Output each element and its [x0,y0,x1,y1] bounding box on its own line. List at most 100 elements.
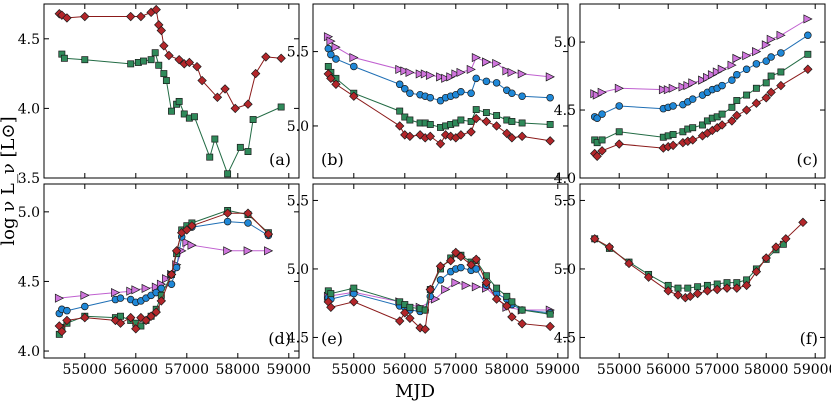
panel-a-red-point [220,84,230,94]
panel-f-xtick-label: 56000 [646,362,691,378]
panel-b-violet-point [545,72,555,82]
panel-b-blue-point [332,55,340,63]
panel-d-violet-point [141,283,151,293]
panel-e-red-point [405,313,415,323]
panel-f-ytick-label: 5.5 [554,193,576,209]
panel-a-red-point [212,92,223,102]
panel-f-series-green-line [594,238,784,289]
panel-c-green-point [669,131,677,138]
panel-f-frame [579,183,826,359]
panel-e-xtick-label: 56000 [383,362,428,378]
panel-a-red-point [136,11,146,22]
panel-c-green-point [804,50,812,58]
panel-a-ytick-label: 4.5 [18,32,40,48]
panel-b-blue-point [482,77,491,86]
panel-b-red-point [405,131,415,142]
panel-b-red-point [491,121,502,131]
panel-a-red-point [276,53,286,63]
panel-d-red-point [243,208,253,218]
panel-e-blue-point [436,276,445,284]
panel-e-green-point [406,303,414,311]
panel-c-blue-point [762,57,770,65]
panel-e-red-point [451,247,461,258]
panel-c-violet-point [668,83,678,93]
panel-c-violet-point [663,85,673,95]
panel-d-blue-point [116,294,125,302]
panel-e-green-point [503,292,511,300]
panel-a-red-point [80,11,90,22]
panel-a-red-point [159,41,169,51]
panel-d-ytick-label: 4.5 [18,274,40,290]
panel-d-red-point [171,246,182,256]
panel-c-green-point [728,103,736,111]
panel-e-xtick-label: 55000 [332,362,377,378]
panel-f-red-point [712,284,722,295]
panel-d-blue-point [244,219,252,227]
panel-f-marks [590,217,808,303]
panel-d-red-point [182,225,192,235]
panel-c-ytick-label: 4.0 [554,171,576,187]
panel-a-green-point [140,57,147,65]
panel-c-red-point [727,116,737,126]
panel-b-blue-point [546,93,554,102]
panel-b-violet-point [466,64,476,75]
panel-c-violet-point [678,82,688,92]
panel-c-label: (c) [797,150,818,169]
panel-b-blue-point [472,74,480,83]
panel-c-red-point [776,80,786,91]
panel-e-green-point [508,298,516,306]
panel-b-violet-point [395,64,405,75]
panel-b-green-point [493,112,501,119]
panel-e-red-point [425,284,435,295]
panel-c-blue-point [728,76,736,84]
panel-d-violet-point [243,246,253,256]
panel-c-violet-point [776,30,786,40]
panel-f-red-point [741,280,752,291]
panel-f-xtick-label: 58000 [744,362,789,378]
panel-a-red-point [62,13,72,23]
panel-b-blue-point [350,62,358,71]
panel-e-red-point [395,316,405,326]
panel-b-violet-point [415,69,425,79]
panel-e-red-point [507,312,517,322]
panel-e-red-point [400,308,410,318]
panel-c-violet-point [727,60,737,70]
panel-b-red-point [425,131,435,142]
panel-c-green-point [777,68,785,76]
panel-a-green-point [191,113,198,121]
panel-c-violet-point [688,78,698,88]
panel-c-green-point [762,79,770,87]
panel-f-red-point [761,253,771,263]
panel-d-series-green-line [58,209,269,335]
panel-b-red-point [456,130,466,140]
panel-a-red-point [197,75,207,86]
panel-b-frame [312,3,569,179]
panel-c-series-blue-line [594,34,809,119]
panel-a-green-point [175,97,183,105]
panel-d-green-point [137,322,145,330]
panel-c-blue-point [669,102,677,110]
panel-c-red-point [766,87,776,98]
panel-f-ytick-label: 5.0 [554,262,576,278]
panel-a-series-red-line [59,8,282,110]
panel-d-red-point [187,221,197,231]
panel-c-green-point [767,72,775,80]
panel-f-red-point [590,234,600,244]
panel-c-red-point [688,135,698,145]
panel-e-xticks: 55000 56000 57000 58000 59000 [332,184,581,378]
panel-d-red-point [263,229,274,239]
panel-b-blue-point [508,89,516,97]
panel-e-xtick-label: 59000 [536,362,581,378]
panel-e-red-point [502,301,512,311]
panel-c-violet-point [712,67,722,77]
panel-b-green-point [406,116,414,124]
panel-b-green-point [472,106,480,114]
panel-c-violet-point [707,70,718,80]
panel-c-blue-point [688,95,697,103]
panel-f-red-point [643,272,654,282]
panel-f-ytick-label: 4.5 [554,330,576,346]
panel-c-violet-point [597,87,607,97]
panel-f-red-point [732,283,742,293]
panel-f-xtick-label: 55000 [597,362,642,378]
